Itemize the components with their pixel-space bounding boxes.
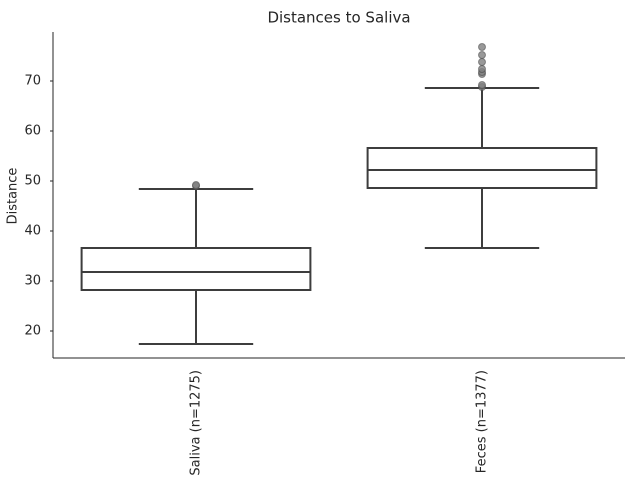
outlier xyxy=(478,81,486,89)
outlier xyxy=(478,43,486,51)
y-tick-label: 30 xyxy=(24,274,41,289)
box xyxy=(80,247,312,291)
outlier xyxy=(192,181,200,189)
outlier xyxy=(478,51,486,59)
outlier xyxy=(478,65,486,73)
x-tick-label: Saliva (n=1275) xyxy=(189,370,204,476)
y-axis-label: Distance xyxy=(6,168,21,225)
y-tick-label: 70 xyxy=(24,74,41,89)
x-tick-label: Feces (n=1377) xyxy=(475,370,490,473)
y-tick-label: 20 xyxy=(24,324,41,339)
y-tick-label: 40 xyxy=(24,224,41,239)
y-tick-label: 60 xyxy=(24,124,41,139)
chart-title: Distances to Saliva xyxy=(267,9,410,27)
outlier xyxy=(478,58,486,66)
box xyxy=(366,147,598,189)
y-tick-label: 50 xyxy=(24,174,41,189)
